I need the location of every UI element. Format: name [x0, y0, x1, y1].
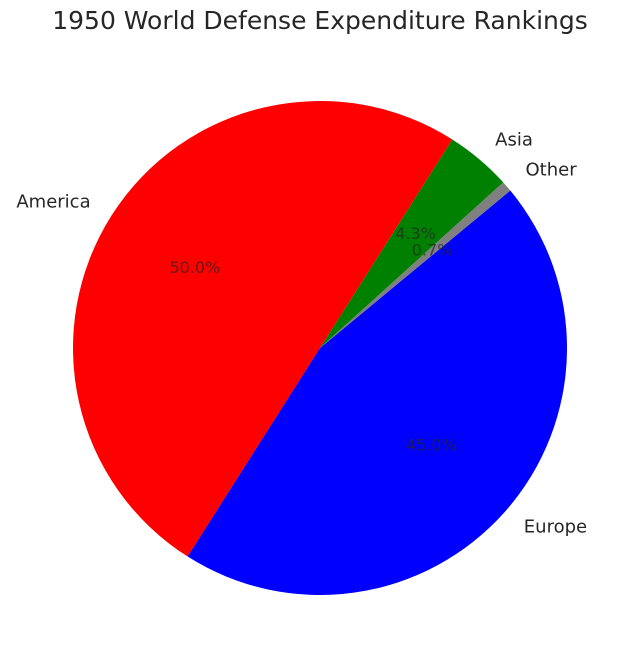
slice-label-other: Other — [525, 159, 577, 180]
pie-slice-asia — [320, 139, 504, 348]
chart-title: 1950 World Defense Expenditure Rankings — [52, 6, 588, 35]
slice-label-asia: Asia — [495, 129, 533, 150]
slice-percent-asia: 4.3% — [395, 224, 436, 243]
pie-labels: America 50.0% Europe 45.0% Other 0.7% Asia 4.3% — [16, 129, 587, 537]
pie-slice-europe — [187, 190, 567, 596]
pie-slice-america — [72, 101, 453, 557]
slice-label-america: America — [16, 191, 90, 212]
pie-slices — [72, 101, 567, 596]
slice-percent-america: 50.0% — [169, 258, 220, 277]
slice-percent-other: 0.7% — [412, 241, 453, 260]
slice-percent-europe: 45.0% — [406, 436, 457, 455]
pie-slice-other — [320, 182, 511, 348]
slice-label-europe: Europe — [524, 517, 587, 538]
